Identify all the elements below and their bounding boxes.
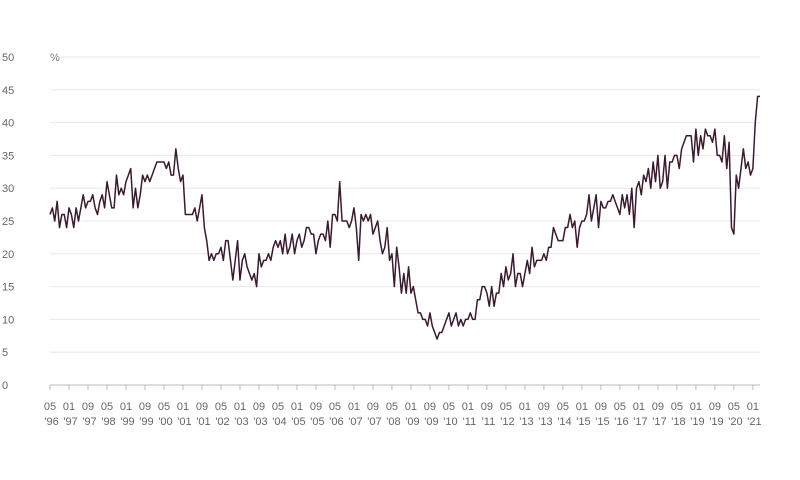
x-tick-label: 09 '11 bbox=[479, 401, 496, 428]
y-tick-label: 10 bbox=[2, 314, 14, 326]
x-tick-label: 05 '12 bbox=[497, 401, 514, 428]
x-tick-label: 09 '01 bbox=[193, 401, 210, 428]
x-tick-label: 09 '15 bbox=[592, 401, 609, 428]
y-tick-label: 35 bbox=[2, 150, 14, 162]
y-tick-label: 0 bbox=[2, 380, 8, 392]
y-unit: % bbox=[50, 52, 60, 64]
y-tick-label: 15 bbox=[2, 282, 14, 294]
x-tick-label: 09 '13 bbox=[535, 401, 552, 428]
y-tick-label: 20 bbox=[2, 249, 14, 261]
x-tick-label: 09 '03 bbox=[250, 401, 267, 428]
x-tick-label: 09 '09 bbox=[421, 401, 438, 428]
x-tick-label: 01 '99 bbox=[117, 401, 134, 428]
x-tick-label: 09 '97 bbox=[79, 401, 96, 428]
x-tick-label: 09 '05 bbox=[307, 401, 324, 428]
x-tick-label: 05 '98 bbox=[98, 401, 115, 428]
y-tick-label: 50 bbox=[2, 52, 14, 64]
x-tick-label: 09 '07 bbox=[364, 401, 381, 428]
x-tick-label: 05 '08 bbox=[383, 401, 400, 428]
x-tick-label: 09 '99 bbox=[136, 401, 153, 428]
x-tick-label: 05 '18 bbox=[668, 401, 685, 428]
x-tick-label: 05 '02 bbox=[212, 401, 229, 428]
x-tick-label: 05 '00 bbox=[155, 401, 172, 428]
x-tick-label: 01 '17 bbox=[630, 401, 647, 428]
y-tick-label: 40 bbox=[2, 118, 14, 130]
x-tick-label: 01 '03 bbox=[231, 401, 248, 428]
x-tick-label: 01 '13 bbox=[516, 401, 533, 428]
x-tick-label: 01 '09 bbox=[402, 401, 419, 428]
x-tick-label: 09 '17 bbox=[649, 401, 666, 428]
y-tick-label: 5 bbox=[2, 347, 8, 359]
x-tick-label: 01 '05 bbox=[288, 401, 305, 428]
x-tick-label: 01 '11 bbox=[460, 401, 477, 428]
x-tick-label: 09 '19 bbox=[706, 401, 723, 428]
y-tick-label: 25 bbox=[2, 216, 14, 228]
x-tick-label: 05 '20 bbox=[725, 401, 742, 428]
x-tick-label: 01 '15 bbox=[573, 401, 590, 428]
x-tick-label: 05 '16 bbox=[611, 401, 628, 428]
x-tick-label: 01 '07 bbox=[345, 401, 362, 428]
x-tick-label: 01 '19 bbox=[687, 401, 704, 428]
x-tick-label: 01 '97 bbox=[60, 401, 77, 428]
x-tick-label: 05 '10 bbox=[440, 401, 457, 428]
x-tick-label: 01 '21 bbox=[744, 401, 761, 428]
x-tick-label: 05 '14 bbox=[554, 401, 571, 428]
y-tick-label: 45 bbox=[2, 85, 14, 97]
y-tick-label: 30 bbox=[2, 183, 14, 195]
data-line bbox=[49, 95, 760, 340]
x-tick-label: 05 '04 bbox=[269, 401, 286, 428]
x-tick-label: 01 '01 bbox=[174, 401, 191, 428]
x-tick-label: 05 '06 bbox=[326, 401, 343, 428]
x-tick-label: 05 '96 bbox=[41, 401, 58, 428]
